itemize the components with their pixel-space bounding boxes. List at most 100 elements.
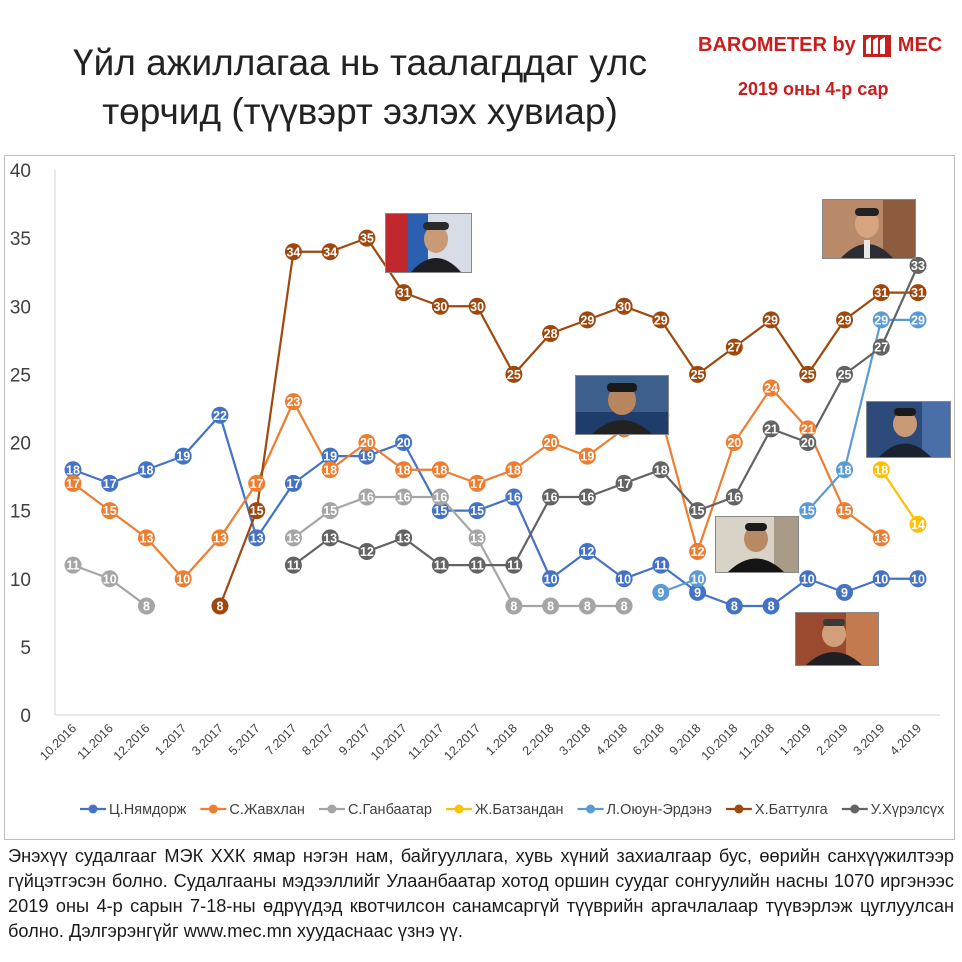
portrait-photo-batzandan xyxy=(715,516,799,573)
data-point xyxy=(725,338,743,356)
data-label: 15 xyxy=(433,504,447,518)
data-point xyxy=(872,311,890,329)
data-label: 19 xyxy=(360,450,374,464)
data-point xyxy=(395,529,413,547)
x-tick-label: 10.2016 xyxy=(37,721,79,763)
data-label: 13 xyxy=(140,531,154,545)
y-tick-label: 0 xyxy=(20,706,31,727)
y-tick-label: 35 xyxy=(10,229,31,250)
data-label: 9 xyxy=(657,586,664,600)
data-label: 10 xyxy=(801,572,815,586)
x-tick-label: 1.2018 xyxy=(483,721,520,758)
data-point xyxy=(211,597,229,615)
data-point xyxy=(872,461,890,479)
data-point xyxy=(689,570,707,588)
data-point xyxy=(137,529,155,547)
data-point xyxy=(542,434,560,451)
data-point xyxy=(395,434,413,451)
legend-label: Л.Оюун-Эрдэнэ xyxy=(607,802,712,818)
data-label: 29 xyxy=(764,313,778,327)
legend-label: Х.Баттулга xyxy=(755,802,829,818)
data-point xyxy=(358,229,376,247)
data-point xyxy=(431,556,449,574)
data-label: 23 xyxy=(286,395,300,409)
data-point xyxy=(64,556,82,574)
data-point xyxy=(689,583,707,601)
data-label: 18 xyxy=(433,463,447,477)
data-label: 10 xyxy=(911,572,925,586)
data-label: 13 xyxy=(874,531,888,545)
data-point xyxy=(689,543,707,560)
data-label: 18 xyxy=(66,463,80,477)
data-point xyxy=(358,447,376,465)
x-tick-label: 3.2019 xyxy=(850,721,887,758)
data-point xyxy=(872,529,890,547)
data-point xyxy=(578,311,596,329)
data-label: 10 xyxy=(544,572,558,586)
x-tick-label: 2.2019 xyxy=(814,721,851,758)
x-tick-label: 12.2016 xyxy=(111,721,153,763)
data-label: 34 xyxy=(323,245,337,259)
data-label: 8 xyxy=(731,600,738,614)
data-label: 29 xyxy=(654,313,668,327)
legend-swatch-marker xyxy=(327,804,337,814)
data-point xyxy=(615,474,633,492)
x-tick-label: 6.2018 xyxy=(630,721,667,758)
data-point xyxy=(101,570,119,588)
data-point xyxy=(321,243,339,261)
data-label: 24 xyxy=(764,382,778,396)
series-line xyxy=(292,495,625,608)
legend-label: С.Жавхлан xyxy=(229,802,305,818)
data-label: 11 xyxy=(471,559,484,573)
data-point xyxy=(101,474,119,492)
survey-period: 2019 оны 4-р сар xyxy=(738,79,889,99)
data-point xyxy=(284,393,302,411)
data-point xyxy=(395,461,413,479)
y-tick-label: 10 xyxy=(10,570,31,591)
data-label: 25 xyxy=(507,368,521,382)
data-point xyxy=(799,502,817,520)
data-point xyxy=(836,583,854,601)
chart-frame xyxy=(4,155,955,840)
x-tick-label: 7.2017 xyxy=(263,721,300,758)
data-point xyxy=(799,420,817,438)
x-tick-label: 1.2019 xyxy=(777,721,814,758)
data-point xyxy=(505,461,523,479)
data-point xyxy=(358,434,376,451)
data-label: 18 xyxy=(838,463,852,477)
data-point xyxy=(431,461,449,479)
data-point xyxy=(358,543,376,560)
data-label: 27 xyxy=(727,341,741,355)
data-label: 27 xyxy=(874,341,888,355)
data-label: 35 xyxy=(360,232,374,246)
data-point xyxy=(248,502,266,520)
data-label: 15 xyxy=(103,504,117,518)
y-tick-label: 20 xyxy=(10,434,31,455)
data-label: 10 xyxy=(691,572,705,586)
data-label: 17 xyxy=(617,477,631,491)
data-label: 13 xyxy=(397,531,411,545)
data-label: 25 xyxy=(838,368,852,382)
data-label: 29 xyxy=(911,313,925,327)
data-point xyxy=(799,365,817,383)
data-point xyxy=(468,556,486,574)
data-label: 8 xyxy=(547,600,554,614)
data-point xyxy=(64,474,82,492)
data-point xyxy=(909,570,927,588)
x-tick-label: 8.2017 xyxy=(299,721,336,758)
data-point xyxy=(321,529,339,547)
data-label: 31 xyxy=(397,286,411,300)
data-label: 13 xyxy=(470,531,484,545)
data-label: 10 xyxy=(617,572,631,586)
data-label: 15 xyxy=(250,504,264,518)
data-point xyxy=(909,284,927,302)
data-point xyxy=(909,515,927,533)
y-tick-label: 30 xyxy=(10,297,31,318)
methodology-note: Энэхүү судалгааг МЭК ХХК ямар нэгэн нам,… xyxy=(8,846,954,941)
data-label: 34 xyxy=(286,245,300,259)
data-label: 14 xyxy=(911,518,925,532)
x-tick-label: 3.2018 xyxy=(557,721,594,758)
data-point xyxy=(615,597,633,615)
data-label: 18 xyxy=(874,463,888,477)
